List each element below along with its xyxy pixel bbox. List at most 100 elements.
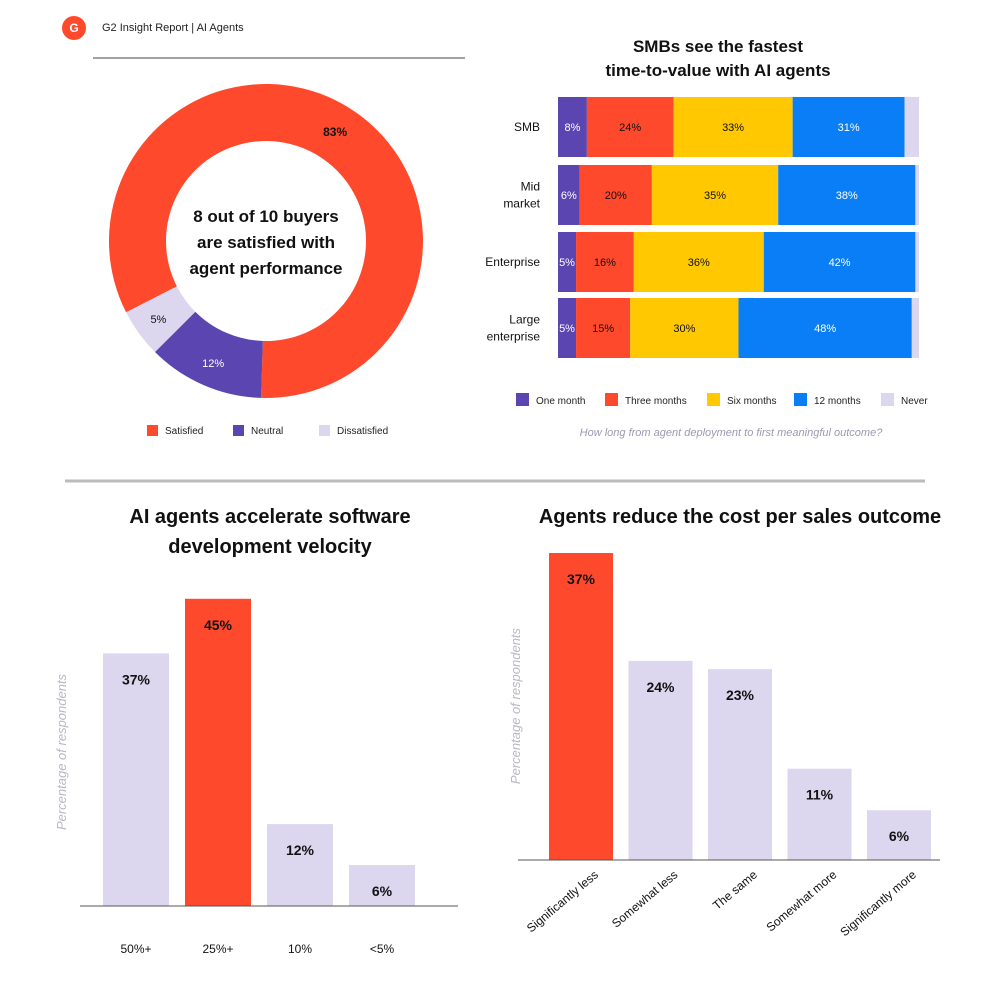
legend-label: Neutral — [251, 426, 283, 437]
bar-segment-six-months — [673, 97, 793, 157]
bar — [103, 653, 169, 906]
bar — [549, 553, 613, 860]
bar — [867, 810, 931, 860]
x-tick-label: 25%+ — [202, 942, 233, 956]
legend-swatch — [605, 393, 618, 406]
bar-segment-label: 5% — [559, 323, 575, 335]
bar — [787, 768, 852, 860]
cost-chart: Agents reduce the cost per sales outcome… — [508, 506, 941, 939]
category-label: Enterprise — [485, 255, 540, 269]
bar-segment-label: 6% — [561, 190, 577, 202]
bar — [349, 865, 415, 906]
bar-segment-label: 31% — [838, 122, 860, 134]
bar-segment-label: 20% — [605, 190, 627, 202]
bar-segment-12-months — [738, 298, 912, 358]
legend-label: Never — [901, 396, 928, 407]
x-tick-label: Somewhat less — [609, 868, 680, 931]
legend-swatch-satisfied — [147, 425, 158, 436]
time-to-value-chart: SMBs see the fastest time-to-value with A… — [485, 37, 928, 439]
bar-segment-label: 15% — [592, 323, 614, 335]
x-tick-label: The same — [710, 867, 760, 912]
y-axis-label: Percentage of respondents — [508, 627, 523, 784]
bar-segment-one-month — [558, 165, 580, 225]
donut-center-text: are satisfied with — [197, 233, 335, 252]
category-label: market — [503, 197, 540, 211]
bar-chart-title: AI agents accelerate software — [129, 506, 410, 528]
legend-swatch — [516, 393, 529, 406]
x-tick-label: 10% — [288, 942, 312, 956]
donut-center-text: agent performance — [189, 259, 342, 278]
bar-segment-label: 38% — [836, 190, 858, 202]
bar-segment-label: 35% — [704, 190, 726, 202]
bar-value-label: 11% — [806, 787, 834, 803]
bar-segment-six-months — [633, 232, 764, 292]
legend-swatch — [881, 393, 894, 406]
bar — [708, 669, 772, 860]
donut-slice-neutral — [154, 311, 263, 398]
bar-value-label: 37% — [122, 671, 151, 687]
g2-logo-icon: G — [62, 16, 86, 40]
x-tick-label: Significantly less — [524, 868, 601, 936]
bar-segment-label: 5% — [559, 257, 575, 269]
bar-value-label: 23% — [726, 687, 755, 703]
donut-slice-dissatisfied — [126, 286, 196, 353]
bar-segment-three-months — [586, 97, 674, 157]
bar-segment-three-months — [576, 232, 634, 292]
bar-segment-three-months — [579, 165, 652, 225]
bar-segment-six-months — [651, 165, 779, 225]
donut-center-text: 8 out of 10 buyers — [193, 207, 338, 226]
category-label: enterprise — [487, 330, 541, 344]
bar-segment-label: 33% — [722, 122, 744, 134]
bar-segment-label: 24% — [619, 122, 641, 134]
x-tick-label: Significantly more — [837, 867, 919, 939]
report-title: G2 Insight Report | AI Agents — [102, 22, 244, 34]
legend-swatch — [794, 393, 807, 406]
donut-value-label: 12% — [202, 358, 224, 370]
bar-value-label: 45% — [204, 617, 233, 633]
bar-chart-title: development velocity — [168, 536, 372, 558]
donut-value-label: 83% — [323, 125, 347, 139]
stacked-chart-title: time-to-value with AI agents — [605, 61, 830, 80]
bar-segment-one-month — [558, 97, 587, 157]
bar-value-label: 24% — [646, 679, 675, 695]
legend-label: Satisfied — [165, 426, 203, 437]
legend-label: 12 months — [814, 396, 861, 407]
bar-segment-label: 36% — [688, 257, 710, 269]
bar-segment-label: 16% — [594, 257, 616, 269]
stacked-chart-title: SMBs see the fastest — [633, 37, 803, 56]
legend-swatch-neutral — [233, 425, 244, 436]
bar-value-label: 6% — [889, 828, 910, 844]
legend-swatch-dissatisfied — [319, 425, 330, 436]
legend-label: Dissatisfied — [337, 426, 388, 437]
donut-slice-satisfied — [108, 83, 424, 399]
donut-chart: 83% 12% 5% 8 out of 10 buyers are satisfied … — [108, 83, 424, 437]
bar-segment-label: 48% — [814, 323, 836, 335]
y-axis-label: Percentage of respondents — [54, 673, 69, 830]
bar-segment-12-months — [778, 165, 916, 225]
bar-segment-label: 42% — [829, 257, 851, 269]
bar-segment-never — [915, 232, 919, 292]
bar-segment-one-month — [558, 298, 577, 358]
bar-chart-title: Agents reduce the cost per sales outcome — [539, 506, 941, 528]
legend-label: Six months — [727, 396, 776, 407]
bar-segment-never — [915, 165, 919, 225]
bar-segment-never — [911, 298, 919, 358]
bar-segment-label: 30% — [673, 323, 695, 335]
bar-segment-one-month — [558, 232, 577, 292]
category-label: Large — [509, 313, 540, 327]
x-tick-label: 50%+ — [120, 942, 151, 956]
category-label: Mid — [521, 180, 540, 194]
bar-segment-label: 8% — [564, 122, 580, 134]
legend-swatch — [707, 393, 720, 406]
bar — [185, 598, 251, 906]
report-header: G G2 Insight Report | AI Agents — [62, 16, 244, 40]
bar-value-label: 6% — [372, 883, 393, 899]
bar-segment-six-months — [630, 298, 739, 358]
bar — [267, 824, 333, 906]
bar-value-label: 37% — [567, 571, 596, 587]
category-label: SMB — [514, 120, 540, 134]
x-tick-label: <5% — [370, 942, 395, 956]
x-tick-label: Somewhat more — [763, 867, 839, 934]
bar-segment-never — [904, 97, 919, 157]
